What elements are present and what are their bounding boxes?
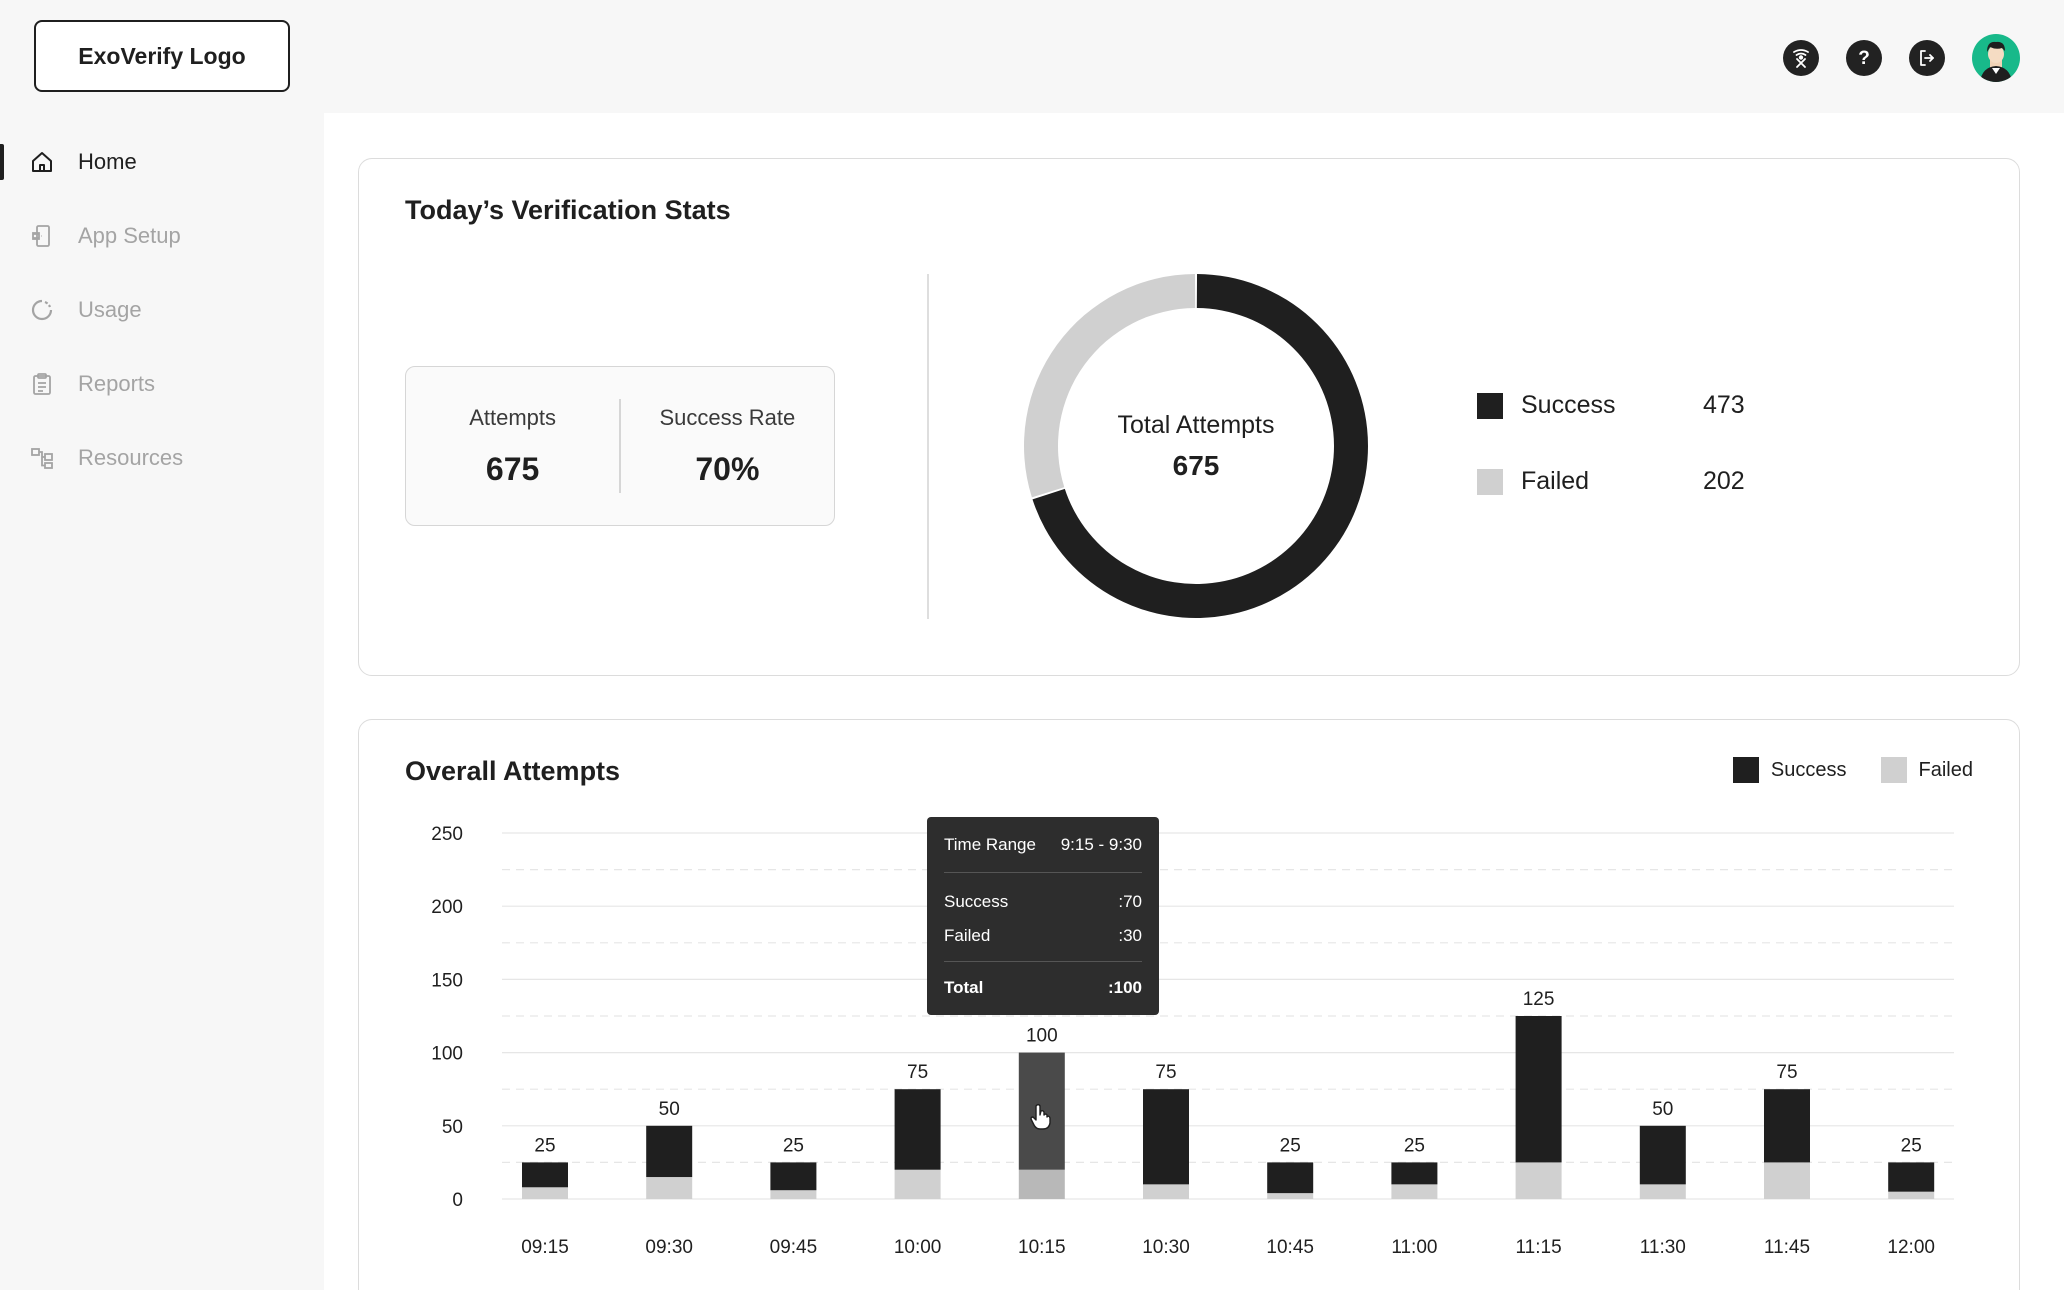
legend-swatch bbox=[1880, 757, 1907, 783]
tooltip-success-label: Success bbox=[944, 892, 1009, 911]
tooltip-success-row: Success :70 bbox=[944, 885, 1142, 919]
avatar[interactable] bbox=[1972, 34, 2020, 82]
tooltip-failed-row: Failed :30 bbox=[944, 919, 1142, 953]
attempts-value: 675 bbox=[485, 450, 540, 487]
section-divider bbox=[927, 274, 929, 619]
svg-text:?: ? bbox=[1858, 48, 1870, 69]
donut-center: Total Attempts 675 bbox=[1021, 271, 1371, 621]
legend-value: 473 bbox=[1703, 391, 1745, 419]
sidebar-item-usage[interactable]: Usage bbox=[0, 273, 324, 347]
tooltip-range-value: 9:15 - 9:30 bbox=[1060, 834, 1142, 854]
sidebar-item-label: Usage bbox=[78, 297, 142, 322]
overall-attempts-card: Overall Attempts Success Failed bbox=[358, 719, 2020, 1290]
legend-swatch bbox=[1477, 392, 1503, 419]
sidebar: Home App Setup Usage Reports Resources bbox=[0, 125, 324, 495]
hand-cursor-icon bbox=[1030, 1103, 1051, 1130]
legend-name: Success bbox=[1521, 391, 1616, 419]
donut-label: Total Attempts bbox=[1117, 410, 1275, 439]
sidebar-item-label: Home bbox=[78, 149, 137, 174]
verification-stats-card: Today’s Verification Stats Attempts 675 … bbox=[358, 158, 2020, 676]
chart-tooltip: Time Range 9:15 - 9:30 Success :70 Faile… bbox=[927, 817, 1159, 1015]
sidebar-item-app-setup[interactable]: App Setup bbox=[0, 199, 324, 273]
legend-swatch bbox=[1477, 468, 1503, 495]
legend-name: Success bbox=[1770, 758, 1847, 781]
sidebar-item-label: Reports bbox=[78, 371, 156, 396]
tooltip-total-value: :100 bbox=[1107, 978, 1142, 997]
chart-legend-success: Success bbox=[1732, 757, 1847, 783]
stat-divider bbox=[619, 399, 621, 493]
logout-icon[interactable] bbox=[1909, 40, 1945, 76]
accessibility-icon[interactable] bbox=[1783, 40, 1819, 76]
card-title: Today’s Verification Stats bbox=[405, 195, 731, 225]
legend-name: Failed bbox=[1521, 467, 1590, 495]
sidebar-item-label: Resources bbox=[78, 445, 184, 470]
tooltip-range-label: Time Range bbox=[944, 834, 1036, 854]
chart-legend: Success Failed bbox=[1732, 757, 1973, 783]
sidebar-item-home[interactable]: Home bbox=[0, 125, 324, 199]
success-rate-label: Success Rate bbox=[659, 404, 796, 430]
app-setup-icon bbox=[28, 222, 56, 250]
home-icon bbox=[28, 148, 56, 176]
top-toolbar: ? bbox=[1783, 34, 2020, 82]
success-rate-value: 70% bbox=[695, 450, 760, 487]
resources-icon bbox=[28, 444, 56, 472]
attempts-stat: Attempts 675 bbox=[406, 367, 619, 525]
main-content: Today’s Verification Stats Attempts 675 … bbox=[324, 113, 2064, 1290]
app-logo[interactable]: ExoVerify Logo bbox=[34, 20, 290, 92]
legend-swatch bbox=[1732, 757, 1759, 783]
donut-value: 675 bbox=[1172, 449, 1220, 481]
sidebar-item-resources[interactable]: Resources bbox=[0, 421, 324, 495]
sidebar-item-label: App Setup bbox=[78, 223, 181, 248]
donut-slice-failed[interactable] bbox=[1024, 274, 1196, 498]
attempts-label: Attempts bbox=[469, 404, 557, 430]
tooltip-total-row: Total :100 bbox=[944, 962, 1142, 1014]
tooltip-breakdown: Success :70 Failed :30 bbox=[944, 873, 1142, 962]
stat-summary-box: Attempts 675 Success Rate 70% bbox=[405, 366, 835, 526]
legend-value: 202 bbox=[1703, 467, 1745, 495]
tooltip-failed-label: Failed bbox=[944, 926, 991, 945]
legend-success: Success 473 bbox=[1477, 391, 1745, 420]
usage-icon bbox=[28, 296, 56, 324]
help-icon[interactable]: ? bbox=[1846, 40, 1882, 76]
card-title: Overall Attempts bbox=[405, 756, 621, 786]
legend-failed: Failed 202 bbox=[1477, 467, 1745, 496]
tooltip-range-row: Time Range 9:15 - 9:30 bbox=[944, 817, 1142, 873]
tooltip-total-label: Total bbox=[944, 978, 984, 997]
donut-chart bbox=[1024, 274, 1368, 618]
reports-icon bbox=[28, 370, 56, 398]
sidebar-item-reports[interactable]: Reports bbox=[0, 347, 324, 421]
logo-text: ExoVerify Logo bbox=[78, 42, 246, 69]
legend-name: Failed bbox=[1918, 758, 1973, 781]
success-rate-stat: Success Rate 70% bbox=[621, 367, 834, 525]
chart-legend-failed: Failed bbox=[1880, 757, 1973, 783]
tooltip-failed-value: :30 bbox=[1118, 926, 1142, 945]
tooltip-success-value: :70 bbox=[1118, 892, 1142, 911]
